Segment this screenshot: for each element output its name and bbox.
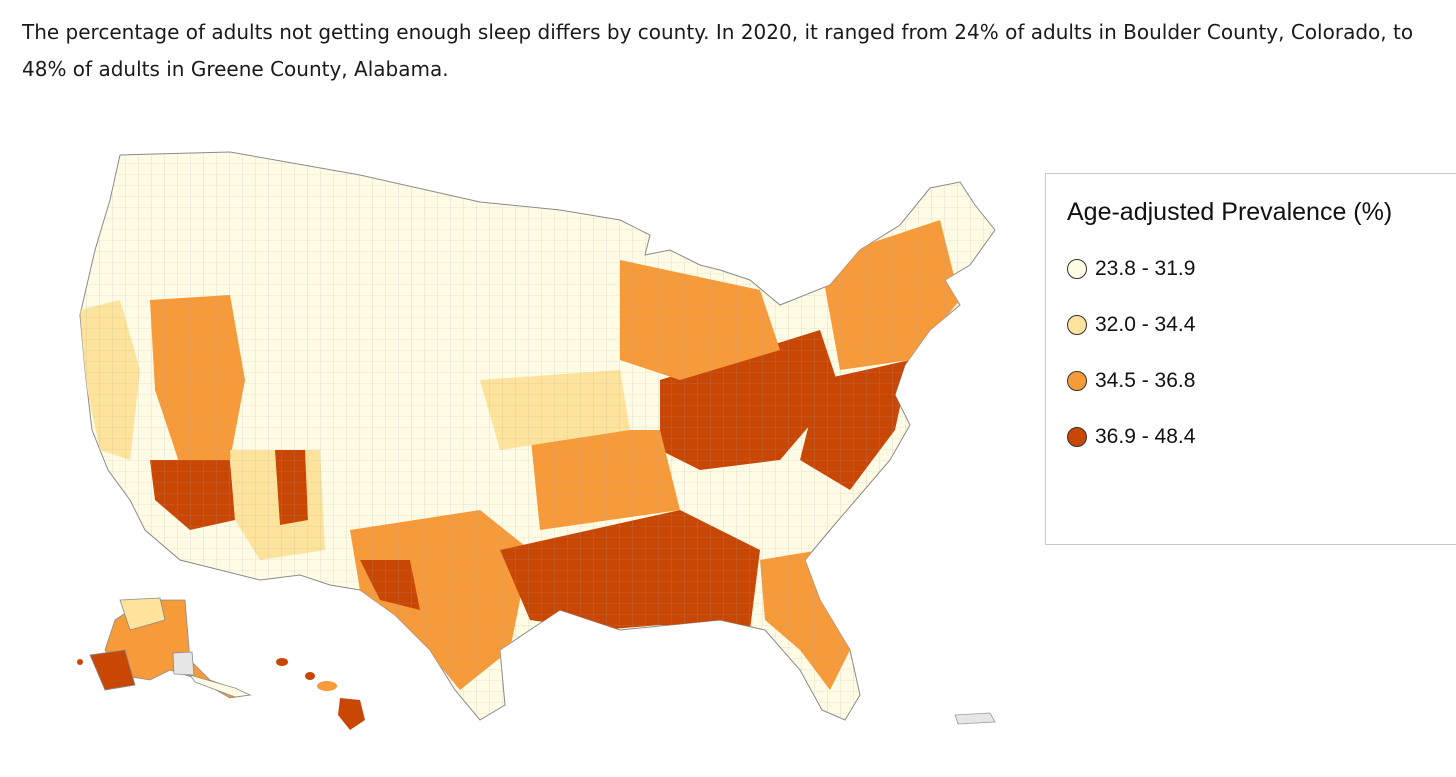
legend-swatch: [1067, 371, 1087, 391]
legend-label: 23.8 - 31.9: [1095, 257, 1196, 280]
legend-item: 23.8 - 31.9: [1067, 256, 1195, 282]
legend-label: 34.5 - 36.8: [1095, 369, 1196, 392]
alaska-counties: [77, 597, 252, 699]
county-choropleth-map: [60, 130, 1020, 760]
intro-paragraph: The percentage of adults not getting eno…: [22, 20, 1414, 81]
legend-label: 36.9 - 48.4: [1095, 425, 1196, 448]
legend-item: 34.5 - 36.8: [1067, 368, 1195, 394]
map-legend: Age-adjusted Prevalence (%) 23.8 - 31.9 …: [1045, 173, 1456, 545]
legend-swatch: [1067, 315, 1087, 335]
hawaii-counties: [276, 658, 365, 730]
legend-swatch: [1067, 259, 1087, 279]
legend-swatch: [1067, 427, 1087, 447]
legend-label: 32.0 - 34.4: [1095, 313, 1196, 336]
legend-item: 36.9 - 48.4: [1067, 424, 1195, 450]
contiguous-us-counties: [79, 151, 996, 721]
puerto-rico-no-data: [954, 712, 996, 725]
legend-item: 32.0 - 34.4: [1067, 312, 1195, 338]
legend-title: Age-adjusted Prevalence (%): [1067, 198, 1393, 226]
